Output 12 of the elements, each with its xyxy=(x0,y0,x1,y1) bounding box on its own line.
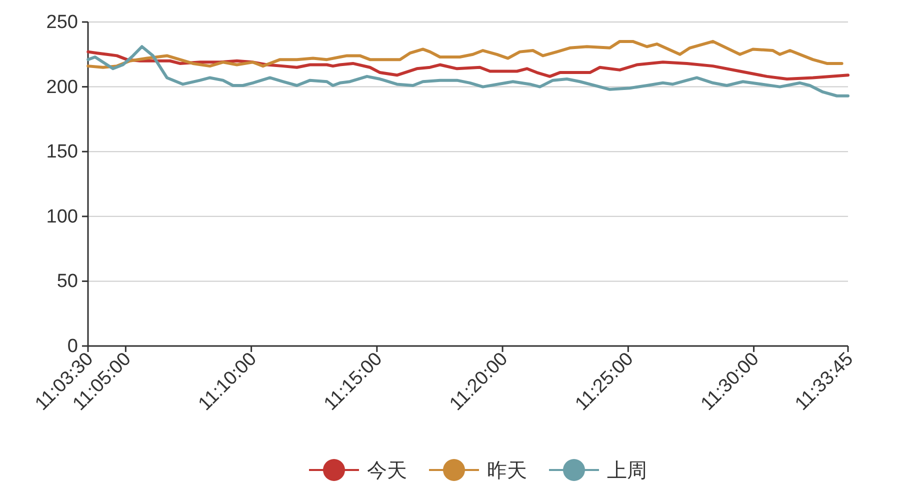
legend-label: 今天 xyxy=(367,460,407,482)
line-series xyxy=(86,45,850,98)
y-tick-label: 250 xyxy=(46,12,78,33)
y-tick-label: 50 xyxy=(56,271,78,292)
line-series xyxy=(86,50,850,81)
legend-label: 上周 xyxy=(607,460,647,482)
legend-label: 昨天 xyxy=(487,460,527,482)
y-tick-label: 150 xyxy=(46,142,78,163)
y-tick-label: 200 xyxy=(46,76,78,98)
y-tick-label: 100 xyxy=(46,206,78,228)
line-series xyxy=(86,40,844,69)
y-tick-label: 0 xyxy=(67,336,78,357)
